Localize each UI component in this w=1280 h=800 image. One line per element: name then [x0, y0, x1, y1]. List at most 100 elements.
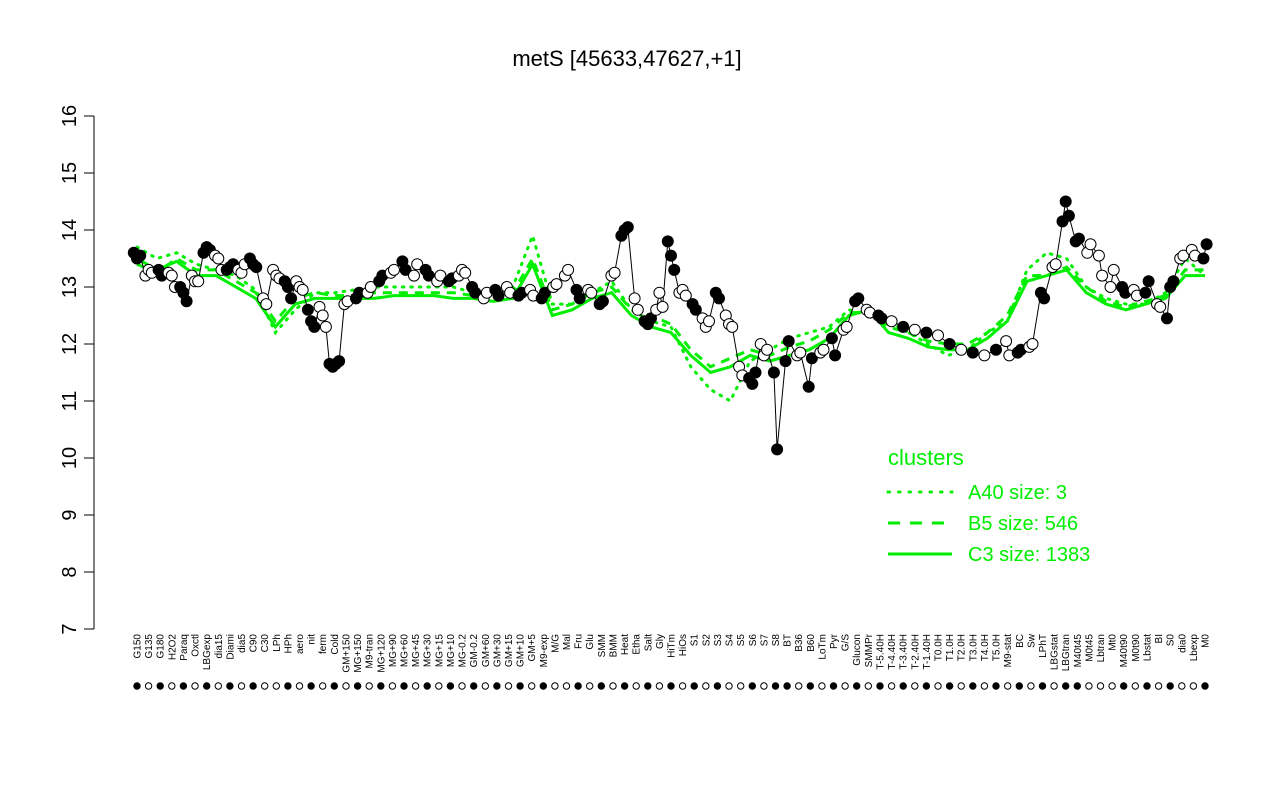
legend-label: B5 size: 546 — [968, 513, 1078, 535]
x-tick-label: GM+60 — [481, 634, 492, 668]
x-tick-label: Lbtran — [1096, 634, 1107, 662]
x-tick-label: BC — [1015, 634, 1026, 648]
x-tick-label: T-5.40H — [876, 634, 887, 670]
data-point — [1038, 292, 1051, 305]
data-point — [134, 249, 147, 262]
x-tick-label: BI — [1154, 634, 1165, 643]
data-point — [829, 349, 842, 362]
condition-marker — [853, 682, 861, 690]
condition-marker — [539, 682, 547, 690]
condition-marker — [144, 682, 153, 690]
legend-label: C3 size: 1383 — [968, 544, 1090, 566]
x-tick-label: MG+30 — [423, 634, 434, 668]
condition-marker — [423, 682, 431, 690]
condition-marker — [713, 682, 722, 690]
x-tick-label: M9-stat — [1003, 634, 1014, 668]
data-point — [316, 309, 329, 322]
data-point — [726, 320, 739, 333]
data-point — [608, 266, 621, 279]
x-tick-label: Paraq — [179, 634, 190, 661]
x-tick-label: MG+15 — [434, 634, 445, 668]
data-point — [1059, 195, 1072, 208]
x-tick-label: Cold — [330, 634, 341, 655]
data-point — [689, 303, 702, 316]
x-tick-label: Diami — [225, 634, 236, 660]
x-tick-label: GM+10 — [516, 634, 527, 668]
condition-marker — [945, 682, 954, 690]
data-point — [285, 292, 298, 305]
x-tick-label: ferm — [318, 634, 329, 654]
x-tick-label: HPh — [283, 634, 294, 653]
data-point — [1167, 275, 1180, 288]
condition-marker — [179, 682, 188, 690]
data-point — [469, 286, 482, 299]
x-tick-label: nit — [307, 634, 318, 645]
condition-marker — [980, 682, 989, 690]
data-point — [943, 338, 956, 350]
x-axis: G150 G135 G180 H2O2 Paraq Oxctl LBGexp dia15 Dia… — [133, 633, 1212, 690]
x-tick-label: SMM — [597, 634, 608, 657]
data-point — [908, 323, 921, 336]
condition-marker — [365, 682, 373, 690]
data-point — [459, 266, 472, 279]
y-tick-label: 14 — [59, 219, 81, 241]
data-point — [761, 343, 774, 356]
data-point — [165, 269, 178, 282]
condition-marker — [353, 682, 362, 690]
x-tick-label: HiOs — [678, 634, 689, 656]
x-tick-label: MG+90 — [388, 634, 399, 668]
condition-marker — [1038, 682, 1047, 690]
data-point — [281, 281, 294, 293]
condition-marker — [319, 682, 327, 690]
condition-marker — [261, 682, 269, 690]
data-point — [250, 261, 263, 274]
condition-marker — [458, 682, 466, 690]
x-tick-label: HiTm — [667, 634, 678, 658]
condition-marker — [702, 682, 710, 690]
cluster-line-C3 — [136, 257, 1205, 375]
x-tick-label: Glucon — [852, 634, 863, 666]
condition-marker — [992, 682, 1000, 690]
condition-marker — [1201, 682, 1209, 690]
x-tick-label: T0.0H — [934, 634, 945, 661]
x-tick-label: T-3.40H — [899, 634, 910, 670]
data-point — [411, 258, 424, 271]
condition-marker — [1154, 682, 1163, 690]
data-point — [1177, 249, 1190, 262]
x-tick-label: S7 — [759, 634, 770, 647]
condition-marker — [783, 682, 791, 690]
condition-marker — [795, 682, 803, 690]
data-point — [422, 269, 435, 282]
y-tick-label: 13 — [59, 276, 81, 298]
data-point — [538, 286, 551, 299]
condition-marker — [922, 682, 931, 690]
y-tick-label: 16 — [59, 105, 81, 127]
data-point — [668, 263, 681, 276]
data-point — [1200, 238, 1213, 251]
x-tick-label: T1.0H — [945, 634, 956, 661]
data-point — [1092, 249, 1105, 262]
condition-marker — [632, 682, 640, 690]
x-tick-label: Oxctl — [191, 634, 202, 657]
data-point — [875, 312, 888, 325]
x-tick-label: LBGtran — [1061, 634, 1072, 671]
condition-marker — [168, 682, 176, 690]
condition-marker — [887, 682, 896, 690]
condition-marker — [284, 682, 292, 690]
x-tick-label: Mt0 — [1108, 634, 1119, 651]
condition-marker — [864, 682, 872, 690]
x-tick-label: M/G — [550, 634, 561, 653]
condition-marker — [493, 682, 501, 690]
data-point — [653, 286, 666, 299]
data-point — [1107, 263, 1120, 276]
condition-marker — [1085, 682, 1093, 690]
data-point — [703, 315, 715, 328]
data-point — [585, 286, 598, 299]
data-point — [656, 300, 669, 313]
x-tick-label: GM+150 — [342, 634, 353, 673]
data-point — [661, 235, 674, 248]
x-tick-label: LBGexp — [202, 634, 213, 671]
condition-marker — [272, 682, 280, 690]
condition-marker — [1073, 682, 1082, 690]
x-tick-label: GM+15 — [504, 634, 515, 668]
